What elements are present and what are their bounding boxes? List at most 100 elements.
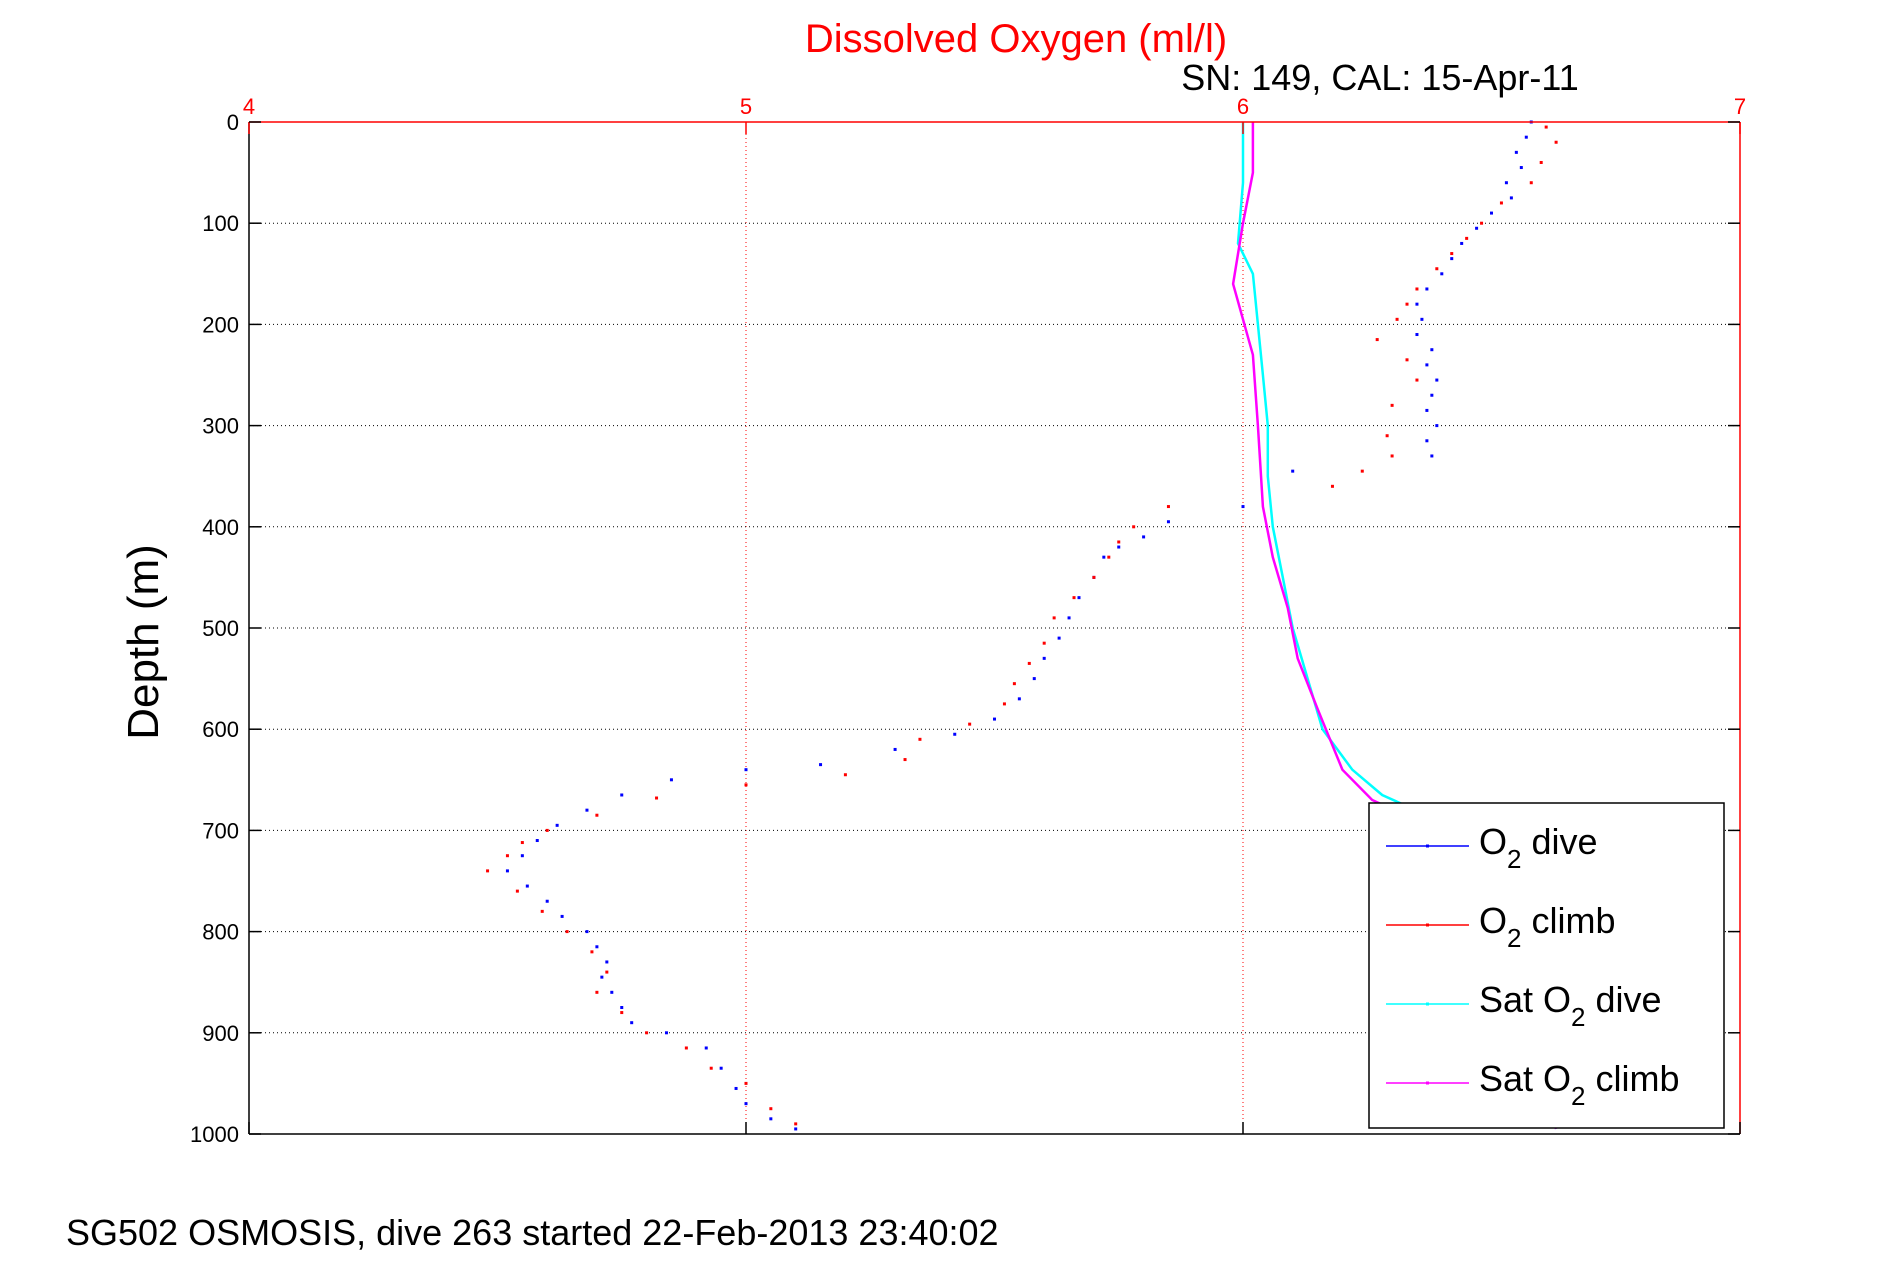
data-point — [664, 1031, 668, 1035]
data-point — [794, 1122, 798, 1126]
data-point — [1450, 252, 1454, 256]
data-point — [1405, 358, 1409, 362]
data-point — [893, 747, 897, 751]
data-point — [719, 1066, 723, 1070]
y-tick-label: 900 — [202, 1021, 239, 1046]
legend-label: O2 dive — [1479, 821, 1598, 874]
data-point — [1415, 302, 1419, 306]
data-point — [684, 1046, 688, 1050]
data-point — [1360, 469, 1364, 473]
data-point — [595, 990, 599, 994]
data-point — [1042, 641, 1046, 645]
axes: 4 5 6 7 0 100 200 300 400 500 600 700 800 900 1000 — [190, 94, 1746, 1147]
data-point — [1490, 211, 1493, 215]
data-point — [1117, 540, 1121, 544]
data-point — [1435, 267, 1439, 271]
data-point — [1514, 150, 1518, 154]
data-point — [1241, 505, 1245, 509]
data-point — [1504, 181, 1508, 185]
data-point — [540, 909, 544, 913]
legend-label-suffix: dive — [1521, 821, 1597, 862]
legend-label-suffix: climb — [1586, 1058, 1680, 1099]
data-point — [1132, 525, 1136, 529]
legend-label-subscript: 2 — [1507, 923, 1521, 953]
y-tick-label: 300 — [202, 414, 239, 439]
data-point — [525, 884, 529, 888]
series-1 — [486, 125, 1558, 1126]
data-point — [1032, 677, 1036, 681]
legend-label-text: O — [1479, 821, 1507, 862]
legend-label: Sat O2 dive — [1479, 979, 1662, 1032]
data-point — [645, 1031, 649, 1035]
chart-subtitle: SN: 149, CAL: 15-Apr-11 — [1181, 57, 1579, 98]
data-point — [794, 1127, 798, 1131]
y-tick-label: 400 — [202, 515, 239, 540]
y-axis-label: Depth (m) — [119, 544, 168, 740]
legend-label-subscript: 2 — [1571, 1002, 1585, 1032]
data-point — [1390, 454, 1394, 458]
grid-lines — [249, 122, 1740, 1134]
data-point — [560, 914, 564, 918]
legend-marker — [1426, 1081, 1429, 1085]
data-point — [704, 1046, 708, 1050]
data-point — [595, 813, 599, 817]
data-point — [1480, 221, 1484, 225]
legend-label-subscript: 2 — [1571, 1081, 1585, 1111]
data-point — [1415, 333, 1419, 337]
data-point — [669, 778, 673, 782]
data-point — [605, 960, 609, 964]
data-point — [1425, 408, 1429, 412]
chart-title: Dissolved Oxygen (ml/l) — [805, 17, 1227, 61]
y-tick-label: 600 — [202, 717, 239, 742]
data-point — [1430, 393, 1434, 397]
data-point — [1499, 201, 1503, 205]
data-point — [1435, 378, 1439, 382]
x-tick-label: 4 — [243, 94, 255, 119]
data-point — [655, 796, 659, 800]
legend-label: Sat O2 climb — [1479, 1058, 1680, 1111]
data-point — [903, 758, 907, 762]
legend-label-subscript: 2 — [1507, 844, 1521, 874]
data-point — [1330, 484, 1334, 488]
footer-text: SG502 OSMOSIS, dive 263 started 22-Feb-2… — [66, 1212, 999, 1253]
legend-label-text: Sat O — [1479, 979, 1571, 1020]
data-point — [585, 930, 589, 934]
data-point — [1092, 575, 1096, 579]
data-point — [1415, 378, 1419, 382]
data-point — [1077, 596, 1081, 600]
data-point — [1460, 241, 1464, 245]
data-point — [565, 930, 569, 934]
legend-label: O2 climb — [1479, 900, 1616, 953]
data-point — [1440, 272, 1444, 276]
legend-label-suffix: dive — [1586, 979, 1662, 1020]
y-tick-label: 1000 — [190, 1122, 239, 1147]
data-point — [744, 783, 748, 787]
data-point — [1544, 125, 1548, 129]
data-point — [1166, 520, 1170, 524]
data-point — [1430, 348, 1434, 352]
data-point — [993, 717, 996, 721]
data-point — [505, 869, 509, 873]
data-point — [1027, 661, 1031, 665]
data-point — [744, 768, 748, 772]
data-point — [1524, 135, 1528, 139]
data-point — [1012, 682, 1016, 686]
legend-marker — [1426, 844, 1429, 848]
legend-label-suffix: climb — [1521, 900, 1615, 941]
data-point — [595, 945, 599, 949]
y-tick-label: 500 — [202, 616, 239, 641]
data-point — [1067, 616, 1071, 620]
data-point — [1435, 424, 1439, 428]
data-point — [843, 773, 847, 777]
data-point — [535, 839, 539, 843]
data-point — [1539, 160, 1543, 164]
data-point — [1142, 535, 1146, 539]
data-point — [819, 763, 823, 767]
data-point — [968, 722, 972, 726]
data-point — [1405, 302, 1409, 306]
data-point — [709, 1066, 713, 1070]
x-tick-label: 7 — [1734, 94, 1746, 119]
data-point — [585, 808, 589, 812]
